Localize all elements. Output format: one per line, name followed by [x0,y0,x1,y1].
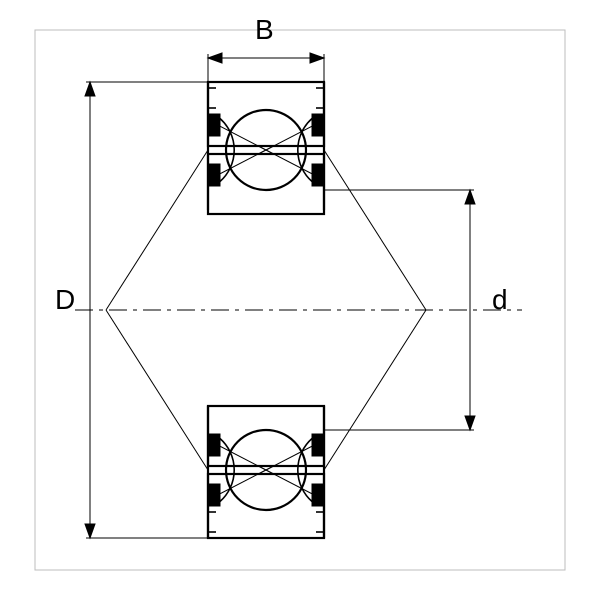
diagram-svg [0,0,600,600]
label-D: D [55,284,75,316]
label-d: d [492,284,508,316]
bearing-diagram: D d B [0,0,600,600]
label-B: B [255,14,274,46]
